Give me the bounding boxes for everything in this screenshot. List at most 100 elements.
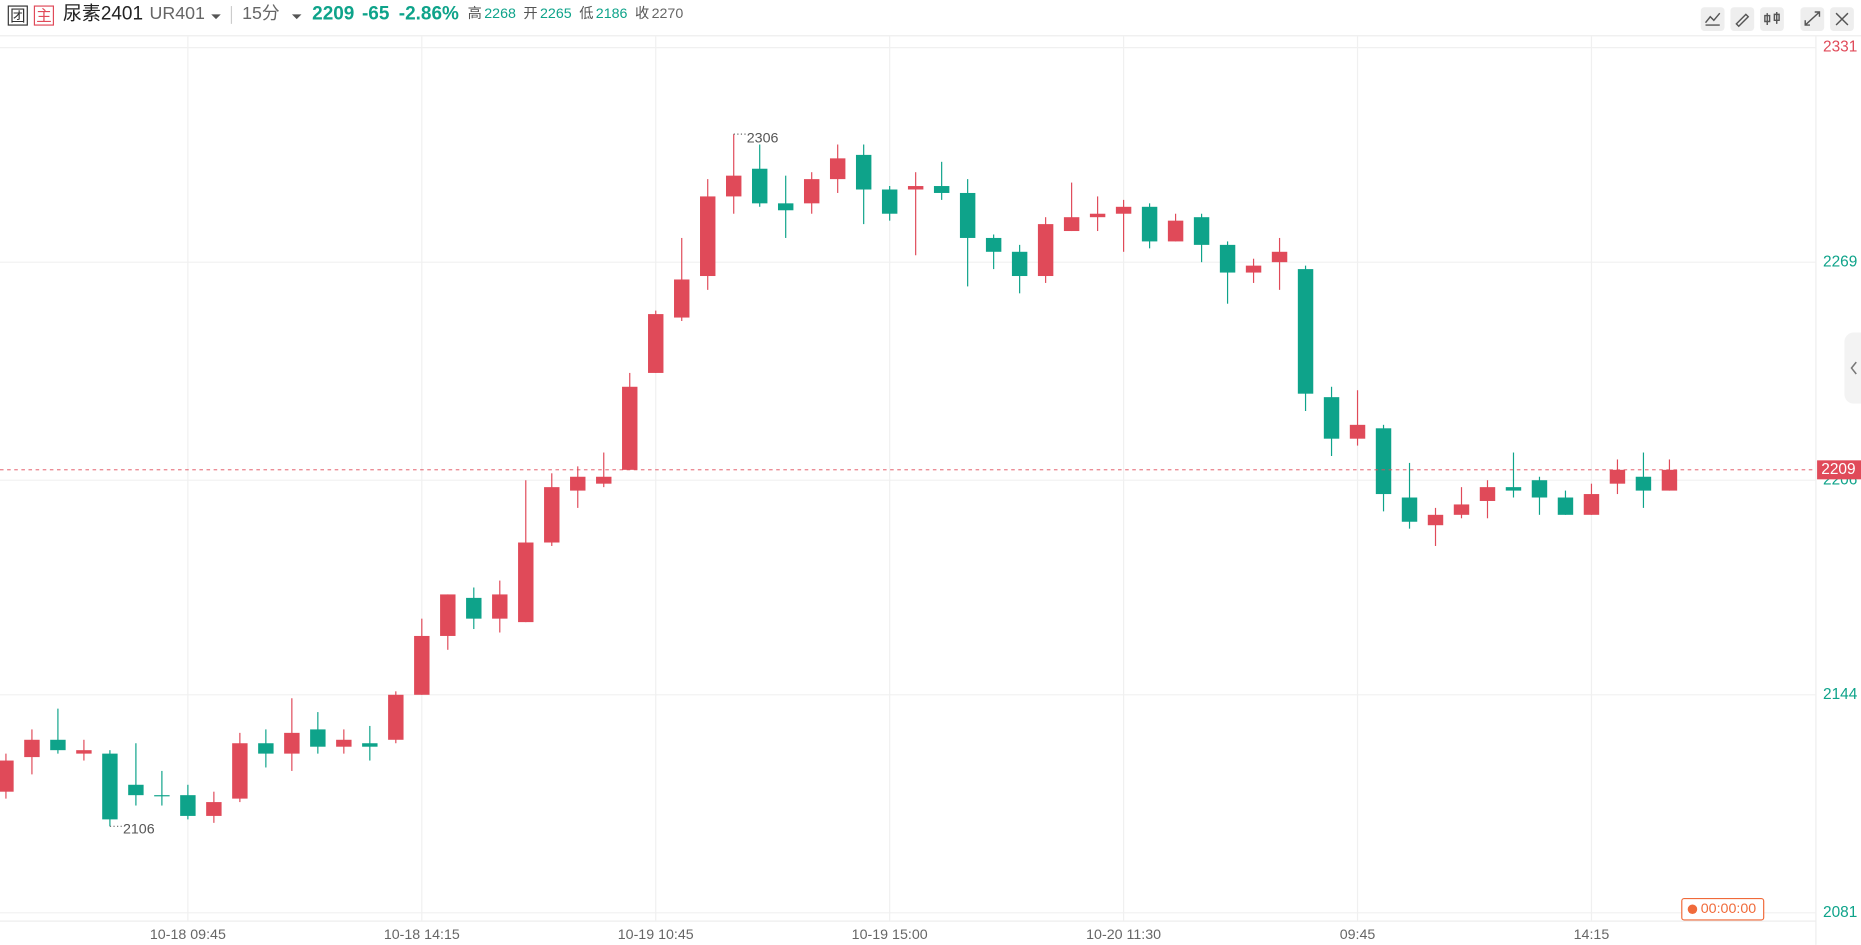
high-value: 2268 (484, 6, 516, 22)
dropdown-caret[interactable] (211, 14, 221, 20)
high-label: 高 (468, 5, 482, 22)
candle-body (1427, 514, 1444, 526)
candle-body (674, 279, 690, 318)
open-value: 2265 (540, 6, 572, 22)
candle-body (336, 739, 352, 747)
candle-body (751, 168, 768, 204)
candle-body (1531, 480, 1548, 498)
candle-body (1349, 424, 1366, 439)
candle-body (881, 189, 898, 214)
countdown: 00:00:00 (1681, 897, 1765, 921)
clock-icon (1687, 904, 1698, 915)
candle-body (466, 597, 482, 619)
candle-body (700, 196, 716, 277)
candle-body (829, 158, 846, 180)
y-tick-label: 2081 (1823, 904, 1857, 921)
candle-body (232, 743, 248, 799)
candle-body (726, 175, 742, 197)
tool-icon (1804, 11, 1821, 26)
side-tab-icon (1850, 361, 1857, 375)
tool-icon (1764, 11, 1780, 26)
x-tick-label: 10-18 14:15 (384, 927, 460, 943)
candle-body (544, 487, 560, 543)
candle-body (154, 795, 170, 797)
side-tab[interactable] (1844, 332, 1861, 404)
candle-body (1609, 469, 1626, 484)
candle-body (933, 186, 950, 193)
candle-body (1167, 220, 1184, 242)
icon-main[interactable]: 主 (36, 7, 51, 25)
candle-body (180, 795, 196, 816)
period[interactable]: 15分 (242, 3, 280, 23)
max-label: 2306 (747, 131, 779, 147)
candle-body (258, 743, 274, 754)
candle-body (648, 314, 664, 373)
tool-icon (1735, 13, 1750, 28)
candle-body (777, 203, 794, 211)
x-tick-label: 10-18 09:45 (150, 927, 226, 943)
price-change-pct: -2.86% (399, 3, 459, 24)
price-change: -65 (362, 3, 390, 24)
candle-body (855, 154, 872, 190)
candle-body (388, 694, 404, 740)
tool-icon (1704, 12, 1721, 26)
tool-button[interactable] (1730, 7, 1755, 31)
dropdown-caret[interactable] (291, 14, 302, 20)
candle-body (570, 476, 586, 491)
candle-body (959, 192, 976, 238)
candle-body (1453, 504, 1470, 515)
candle-body (1271, 251, 1288, 263)
candle-body (803, 179, 820, 204)
last-price-tag (1817, 460, 1861, 480)
candle-body (1011, 251, 1028, 277)
tool-button[interactable] (1760, 7, 1784, 31)
candle-body (1063, 217, 1080, 232)
candle-body (1661, 469, 1678, 491)
y-tick-label: 2331 (1823, 39, 1857, 56)
x-tick-label: 10-19 10:45 (618, 927, 694, 943)
candle-body (414, 635, 430, 695)
symbol-name[interactable]: 尿素2401 (63, 2, 143, 24)
last-price: 2209 (312, 3, 354, 24)
y-tick-label: 2269 (1823, 253, 1857, 270)
candle-body (596, 476, 612, 484)
candle-body (1037, 224, 1054, 277)
candle-body (1141, 206, 1158, 242)
low-label: 低 (579, 5, 593, 22)
candle-body (440, 594, 456, 636)
candle-body (1297, 269, 1314, 394)
candle-body (1219, 244, 1236, 273)
icon-group[interactable]: 团 (10, 8, 25, 25)
candle-body (362, 743, 378, 747)
close-label: 收 (635, 5, 649, 22)
candle-body (1401, 497, 1418, 522)
candle-body (985, 237, 1002, 252)
candle-body (1505, 487, 1522, 491)
candle-body (1193, 217, 1210, 245)
candle-body (907, 186, 924, 190)
candle-body (622, 386, 638, 470)
candle-body (128, 784, 144, 796)
open-label: 开 (523, 6, 537, 22)
candle-body (1089, 213, 1106, 218)
last-price-label: 2209 (1821, 461, 1855, 478)
candle-body (1635, 476, 1652, 491)
candle-body (0, 760, 14, 792)
candle-body (1115, 206, 1132, 214)
y-tick-label: 2144 (1823, 686, 1858, 703)
tool-icon (1835, 12, 1849, 26)
x-tick-label: 10-20 11:30 (1086, 927, 1161, 943)
candle-body (1557, 497, 1574, 515)
symbol-code[interactable]: UR401 (150, 3, 206, 23)
low-value: 2186 (596, 6, 628, 22)
icon-box (7, 5, 28, 26)
candle-body (76, 750, 92, 754)
x-tick-label: 09:45 (1340, 927, 1376, 943)
candle-body (518, 542, 534, 623)
candle-body (310, 729, 326, 747)
candle-body (1375, 428, 1392, 495)
header: 团 主 尿素2401 UR401 15分 2209 -65 -2.86% 高 2… (7, 2, 683, 26)
candle-body (492, 594, 508, 619)
